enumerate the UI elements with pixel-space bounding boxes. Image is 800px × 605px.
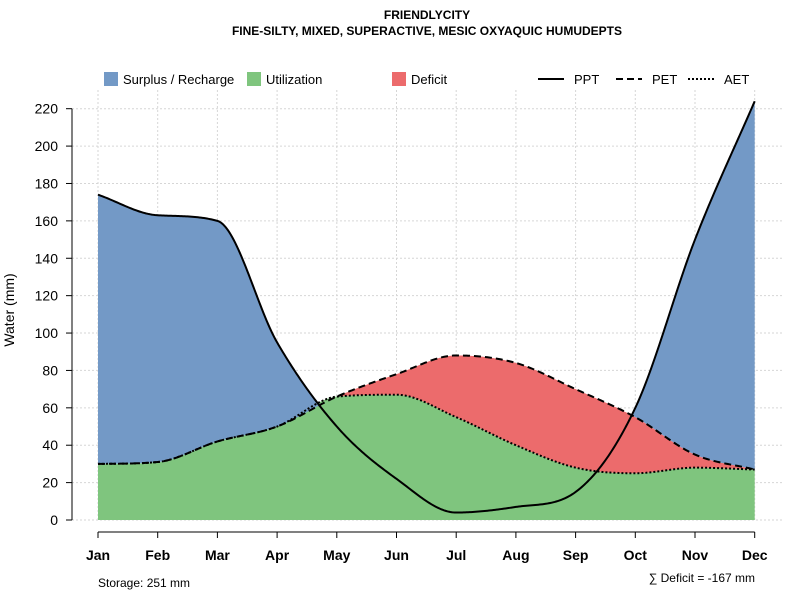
storage-annotation: Storage: 251 mm [98,576,190,590]
legend-label: Surplus / Recharge [123,72,234,87]
series-lines [97,100,756,514]
y-tick-label: 80 [42,362,58,378]
legend-label: Utilization [266,72,322,87]
y-tick-label: 200 [35,138,59,154]
utilization-area [98,394,755,520]
y-tick-label: 160 [35,213,59,229]
axes: 0 20 40 60 80 100 120 140 160 180 200 220 Jan Feb Mar A… [35,101,768,563]
y-axis-label: Water (mm) [1,273,17,346]
x-tick-label: Jun [384,547,409,563]
legend-swatch [392,72,406,86]
x-tick-label: May [323,547,350,563]
deficit-annotation: ∑ Deficit = -167 mm [649,571,755,585]
deficit-area [98,355,755,474]
legend-label: AET [724,72,749,87]
y-tick-label: 120 [35,288,59,304]
chart-title: FRIENDLYCITY [384,8,470,22]
x-tick-label: Nov [682,547,709,563]
y-tick-label: 60 [42,400,58,416]
x-tick-label: Aug [502,547,529,563]
area-fills [98,101,755,520]
y-tick-label: 180 [35,175,59,191]
x-tick-label: Apr [265,547,290,563]
legend-swatch [104,72,118,86]
x-tick-label: Jul [446,547,466,563]
y-tick-label: 220 [35,101,59,117]
y-tick-label: 40 [42,437,58,453]
y-tick-label: 0 [50,512,58,528]
surplus-area [98,101,755,470]
legend-swatch [247,72,261,86]
y-tick-label: 20 [42,475,58,491]
x-tick-label: Feb [145,547,170,563]
x-tick-label: Oct [624,547,648,563]
legend-label: PET [652,72,677,87]
y-tick-label: 100 [35,325,59,341]
y-tick-label: 140 [35,250,59,266]
legend-label: Deficit [411,72,448,87]
x-tick-label: Jan [86,547,110,563]
x-tick-label: Sep [563,547,589,563]
chart-subtitle: FINE-SILTY, MIXED, SUPERACTIVE, MESIC OX… [232,24,622,38]
aet-line [97,393,755,475]
x-tick-label: Dec [742,547,768,563]
x-tick-label: Mar [205,547,230,563]
ppt-line [97,100,756,514]
legend: Surplus / Recharge Utilization Deficit PPT P… [104,72,749,87]
legend-label: PPT [574,72,599,87]
